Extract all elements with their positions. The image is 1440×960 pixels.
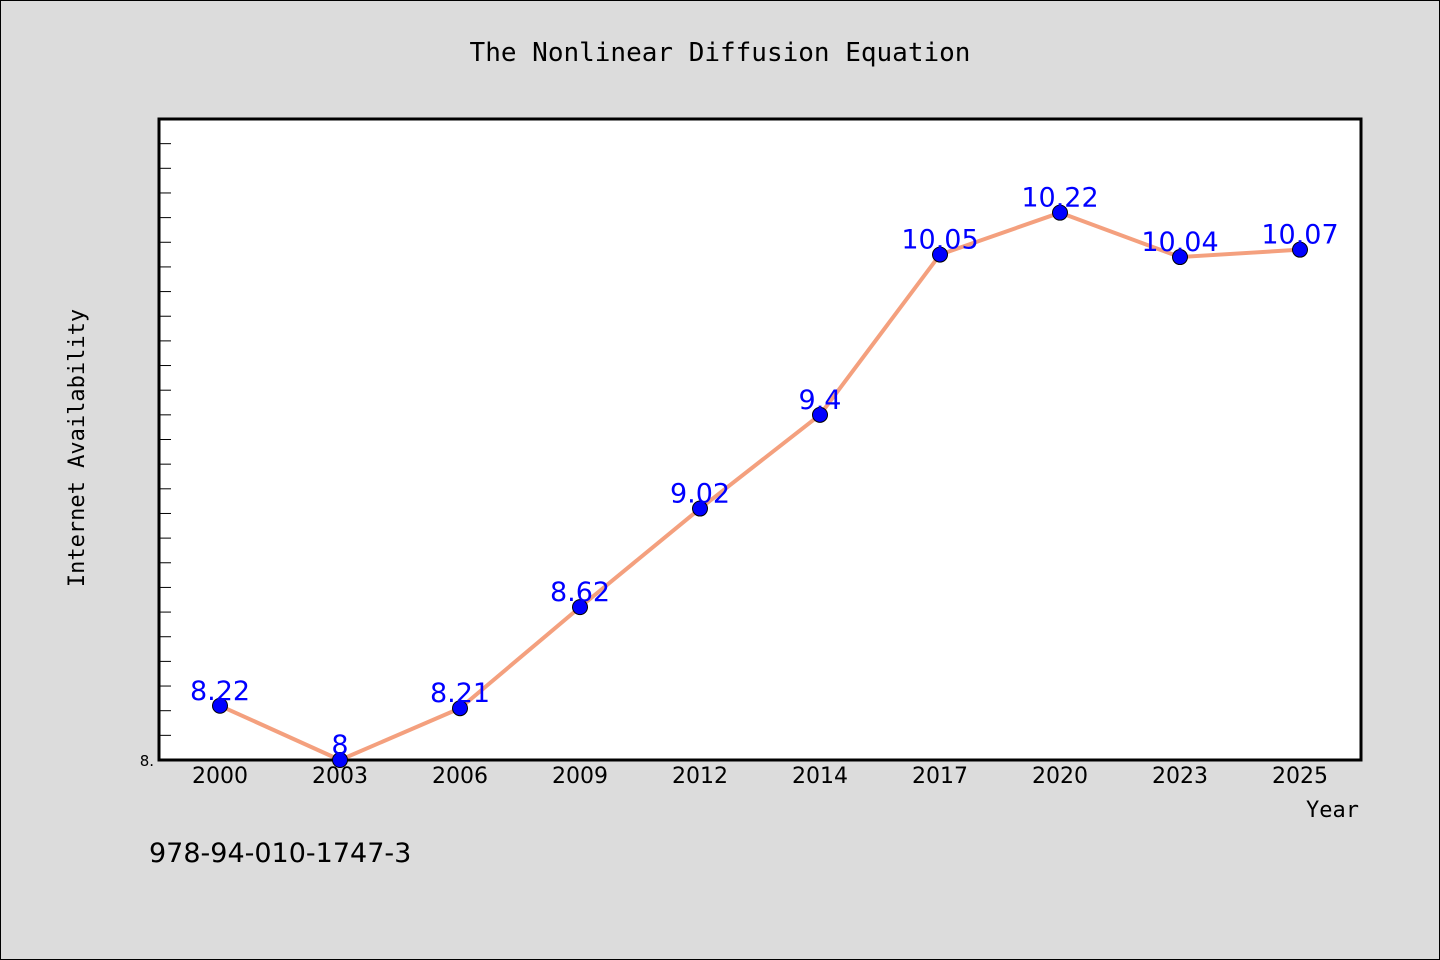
- data-label: 8.22: [190, 676, 250, 707]
- x-tick-label: 2017: [912, 764, 968, 789]
- x-tick-label: 2014: [792, 764, 848, 789]
- x-tick-label: 2003: [312, 764, 368, 789]
- series-line: [219, 210, 1301, 762]
- x-axis-ticks: 2000 2003 2006 2009 2012 2014 2017 2020 2023 2025: [192, 764, 1328, 789]
- data-point: [1052, 204, 1068, 221]
- data-point: [212, 697, 228, 714]
- data-point: [1172, 249, 1188, 266]
- isbn-text: 978-94-010-1747-3: [149, 838, 411, 869]
- data-label: 10.05: [901, 225, 978, 256]
- y-axis-label: Internet Availability: [65, 309, 90, 587]
- data-point: [452, 700, 468, 717]
- data-point: [812, 406, 828, 423]
- data-label: 10.04: [1141, 227, 1218, 258]
- data-point: [572, 599, 588, 616]
- data-label: 10.22: [1021, 183, 1098, 214]
- data-label: 9.02: [670, 479, 730, 510]
- x-tick-label: 2020: [1032, 764, 1088, 789]
- data-label: 10.07: [1261, 220, 1338, 251]
- x-tick-label: 2006: [432, 764, 488, 789]
- y-tick-label: 8.: [140, 752, 154, 770]
- x-tick-label: 2023: [1152, 764, 1208, 789]
- data-label: 8: [331, 730, 348, 761]
- data-label: 9.4: [799, 385, 842, 416]
- x-tick-label: 2025: [1272, 764, 1328, 789]
- x-tick-label: 2000: [192, 764, 248, 789]
- x-axis-label: Year: [1306, 798, 1359, 823]
- data-point: [1292, 241, 1308, 258]
- x-tick-label: 2009: [552, 764, 608, 789]
- chart-title: The Nonlinear Diffusion Equation: [470, 38, 971, 68]
- data-point: [932, 246, 948, 263]
- x-tick-label: 2012: [672, 764, 728, 789]
- data-label: 8.62: [550, 577, 610, 608]
- data-label: 8.21: [430, 678, 490, 709]
- series-group: 8.22 8 8.21 8.62 9.02 9.4 10.05 10.22 10.04 10.07: [190, 183, 1339, 768]
- data-point: [692, 500, 708, 517]
- plot-area: [157, 117, 1363, 762]
- data-point: [332, 752, 348, 768]
- y-axis-ticks: [159, 143, 171, 736]
